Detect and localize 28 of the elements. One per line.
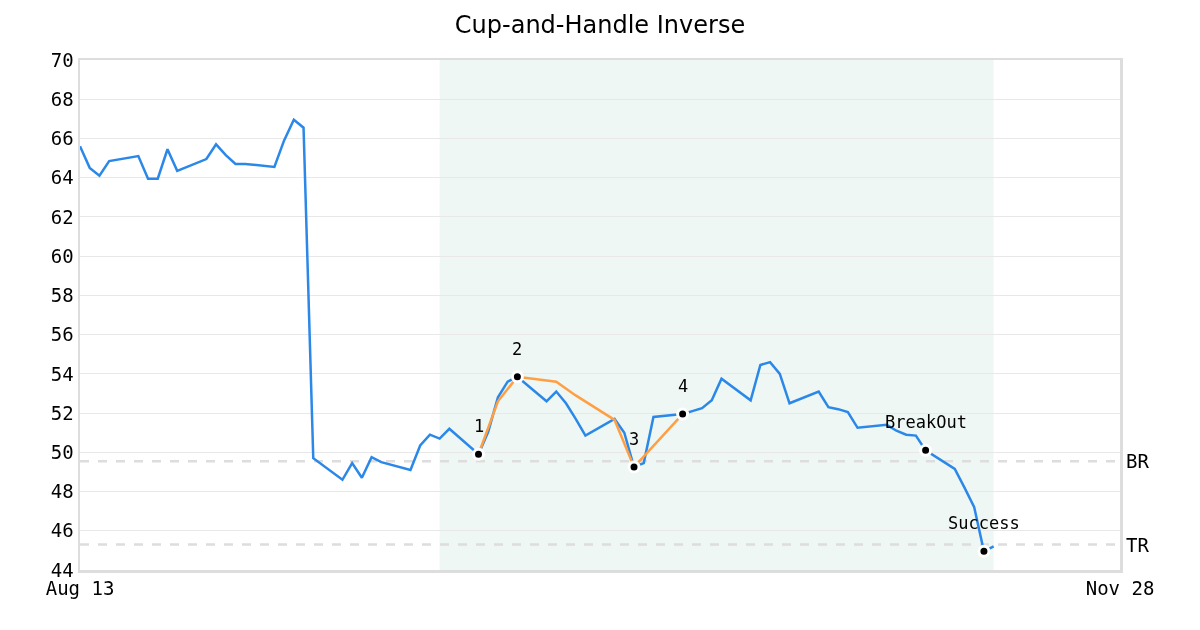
point	[472, 447, 485, 461]
y-tick-label: 46	[50, 519, 74, 542]
y-tick-label: 52	[50, 401, 74, 424]
y-tick-label: 48	[50, 480, 74, 503]
y-tick-label: 50	[50, 440, 74, 463]
point	[977, 544, 991, 558]
y-tick-label: 66	[50, 127, 74, 150]
y-tick-label: 54	[50, 362, 74, 385]
point	[627, 460, 641, 474]
y-tick-label: 62	[50, 205, 74, 228]
y-tick-label: 68	[50, 87, 74, 110]
y-tick-label: 56	[50, 323, 74, 346]
y-tick-label: 60	[50, 244, 74, 267]
point	[919, 443, 933, 457]
annotation: 2	[512, 339, 523, 359]
chart-title: Cup-and-Handle Inverse	[454, 10, 746, 39]
point	[510, 370, 524, 384]
annotation: BreakOut	[885, 412, 967, 432]
y-tick-label: 64	[50, 166, 74, 189]
annotation: 1	[474, 416, 485, 436]
annotation: 3	[629, 429, 640, 449]
annotation: 4	[678, 376, 689, 396]
ref-line-label: TR	[1126, 534, 1150, 556]
x-tick-label: Nov 28	[1085, 577, 1155, 600]
ref-line-label: BR	[1126, 450, 1150, 472]
y-tick-label: 70	[50, 48, 74, 71]
point	[676, 407, 690, 421]
y-tick-label: 58	[50, 284, 74, 307]
